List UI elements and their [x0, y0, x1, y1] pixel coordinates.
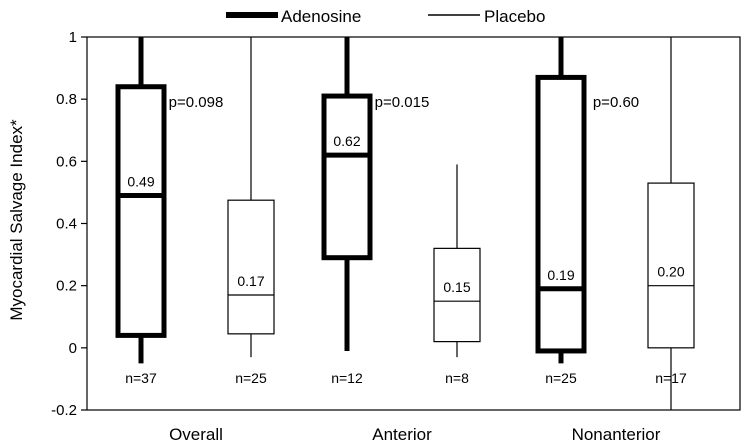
y-tick-label: 0.4 [56, 216, 77, 233]
sample-size-label: n=12 [331, 370, 363, 386]
box-iqr [433, 247, 481, 343]
p-value-label: p=0.098 [169, 94, 224, 111]
axes: -0.2 0 0.2 0.4 0.6 0.8 1 Overall Anterior Nonante… [51, 29, 741, 444]
box-adenosine: 0.62 n=12 [321, 37, 373, 386]
legend-label-adenosine: Adenosine [281, 7, 361, 26]
y-tick-label: 0.2 [56, 278, 77, 295]
x-category-label: Nonanterior [572, 425, 661, 444]
box-placebo: 0.15 n=8 [433, 164, 481, 386]
legend: Adenosine Placebo [226, 7, 545, 26]
box-iqr [535, 74, 587, 354]
x-category-label: Anterior [372, 425, 432, 444]
box-iqr [227, 199, 275, 335]
median-value-label: 0.49 [127, 174, 154, 190]
box-placebo: 0.17 n=25 [227, 37, 275, 386]
p-value-label: p=0.60 [593, 94, 639, 111]
plot-area: p=0.0980.49n=370.17n=25p=0.0150.62n=120.… [115, 37, 695, 410]
sample-size-label: n=17 [655, 370, 687, 386]
p-value-label: p=0.015 [375, 94, 430, 111]
median-value-label: 0.19 [547, 267, 574, 283]
legend-label-placebo: Placebo [484, 7, 545, 26]
box-iqr [647, 182, 695, 349]
box-iqr [321, 93, 373, 261]
median-value-label: 0.17 [237, 273, 264, 289]
sample-size-label: n=37 [125, 370, 157, 386]
box-adenosine: 0.49 n=37 [115, 37, 167, 386]
sample-size-label: n=25 [545, 370, 577, 386]
sample-size-label: n=25 [235, 370, 267, 386]
plot-frame [86, 36, 741, 411]
box-placebo: 0.20 n=17 [647, 37, 695, 410]
sample-size-label: n=8 [445, 370, 469, 386]
median-value-label: 0.20 [657, 264, 684, 280]
box-iqr [115, 84, 167, 338]
median-value-label: 0.62 [333, 133, 360, 149]
y-tick-label: 1 [69, 29, 77, 46]
y-axis-title: Myocardial Salvage Index* [7, 119, 26, 321]
median-value-label: 0.15 [443, 279, 470, 295]
y-tick-label: 0.8 [56, 91, 77, 108]
box-adenosine: 0.19 n=25 [535, 37, 587, 386]
y-tick-label: 0.6 [56, 153, 77, 170]
y-tick-label: 0 [69, 340, 77, 357]
x-category-label: Overall [169, 425, 223, 444]
y-tick-label: -0.2 [51, 402, 77, 419]
